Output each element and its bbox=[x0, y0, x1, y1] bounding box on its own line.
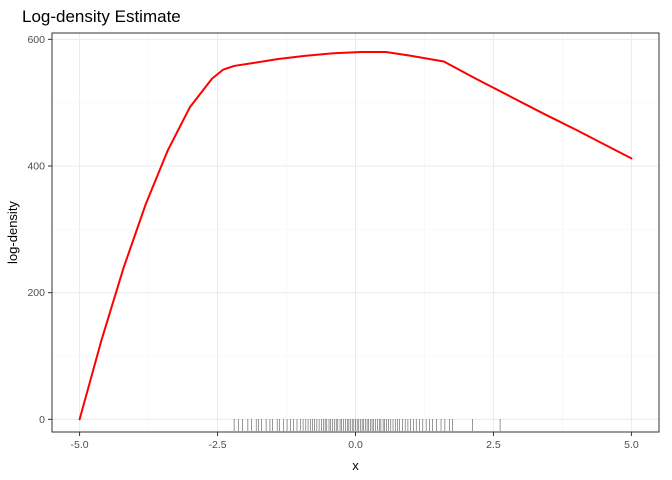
log-density-line bbox=[78, 51, 633, 421]
y-tick-label: 0 bbox=[39, 414, 45, 426]
rug-marks bbox=[233, 419, 501, 431]
x-axis-label: x bbox=[352, 458, 359, 473]
x-tick-label: -5.0 bbox=[71, 439, 89, 451]
y-axis-label: log-density bbox=[5, 201, 20, 264]
x-tick-label: 2.5 bbox=[486, 439, 501, 451]
y-tick-label: 200 bbox=[27, 287, 45, 299]
x-tick-label: 0.0 bbox=[348, 439, 363, 451]
y-tick-label: 400 bbox=[27, 161, 45, 173]
grid-lines bbox=[52, 33, 659, 432]
chart-title: Log-density Estimate bbox=[22, 7, 181, 26]
x-tick-label: 5.0 bbox=[624, 439, 639, 451]
axis-ticks: -5.0 -2.5 0.0 2.5 5.0 0 200 400 600 bbox=[27, 34, 638, 451]
series-lines bbox=[78, 51, 633, 421]
y-tick-label: 600 bbox=[27, 34, 45, 46]
x-tick-label: -2.5 bbox=[208, 439, 226, 451]
